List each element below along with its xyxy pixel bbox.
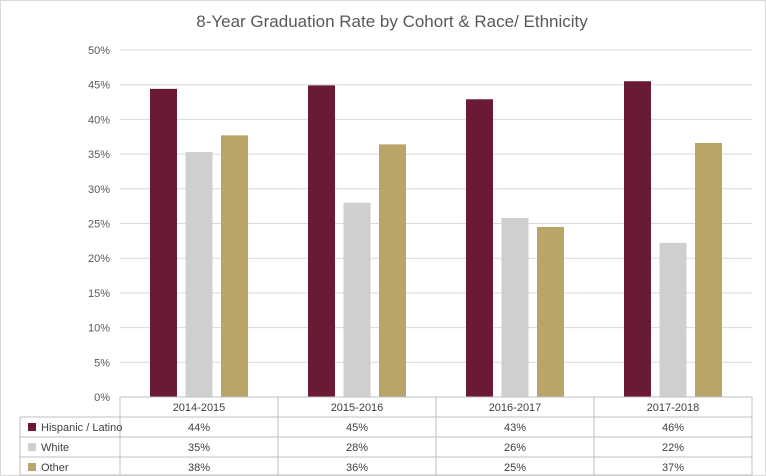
data-label: 35% [188,442,210,454]
y-tick-label: 45% [88,80,110,92]
gridlines [120,49,752,363]
bar [343,202,371,397]
y-tick-label: 40% [88,114,110,126]
bar [624,81,651,397]
data-label: 28% [346,442,368,454]
bar [379,144,406,397]
data-label: 26% [504,442,526,454]
data-label: 44% [188,422,210,434]
chart-title: 8-Year Graduation Rate by Cohort & Race/… [196,12,588,31]
data-label: 45% [346,422,368,434]
bar [185,152,213,397]
data-label: 22% [662,442,684,454]
bar [466,99,493,398]
data-label: 37% [662,462,684,474]
x-tick-label: 2016-2017 [489,402,542,414]
bar [537,226,564,397]
x-tick-label: 2014-2015 [173,402,226,414]
bar [221,135,248,397]
y-tick-label: 50% [88,45,110,57]
legend-label: Other [41,462,69,474]
data-label: 36% [346,462,368,474]
bar [659,242,687,397]
legend-label: Hispanic / Latino [41,422,122,434]
y-tick-label: 30% [88,184,110,196]
legend-swatch [28,423,36,431]
data-label: 46% [662,422,684,434]
y-tick-label: 15% [88,288,110,300]
bar [308,85,335,398]
bars [150,81,722,398]
data-label: 38% [188,462,210,474]
y-tick-label: 20% [88,253,110,265]
x-tick-label: 2015-2016 [331,402,384,414]
y-tick-label: 25% [88,219,110,231]
bar [695,142,722,397]
data-label: 43% [504,422,526,434]
data-table: 2014-2015 2015-2016 2016-2017 2017-2018 Hisp… [19,396,753,476]
legend-swatch [28,463,36,471]
legend-swatch [28,443,36,451]
x-tick-label: 2017-2018 [647,402,700,414]
y-tick-label: 0% [94,392,110,404]
y-axis-ticks: 0% 5% 10% 15% 20% 25% 30% 35% 40% 45% 50% [88,45,110,404]
bar [150,88,177,397]
legend-label: White [41,442,69,454]
y-tick-label: 5% [94,357,110,369]
data-label: 25% [504,462,526,474]
bar [501,217,529,397]
y-tick-label: 10% [88,323,110,335]
y-tick-label: 35% [88,149,110,161]
